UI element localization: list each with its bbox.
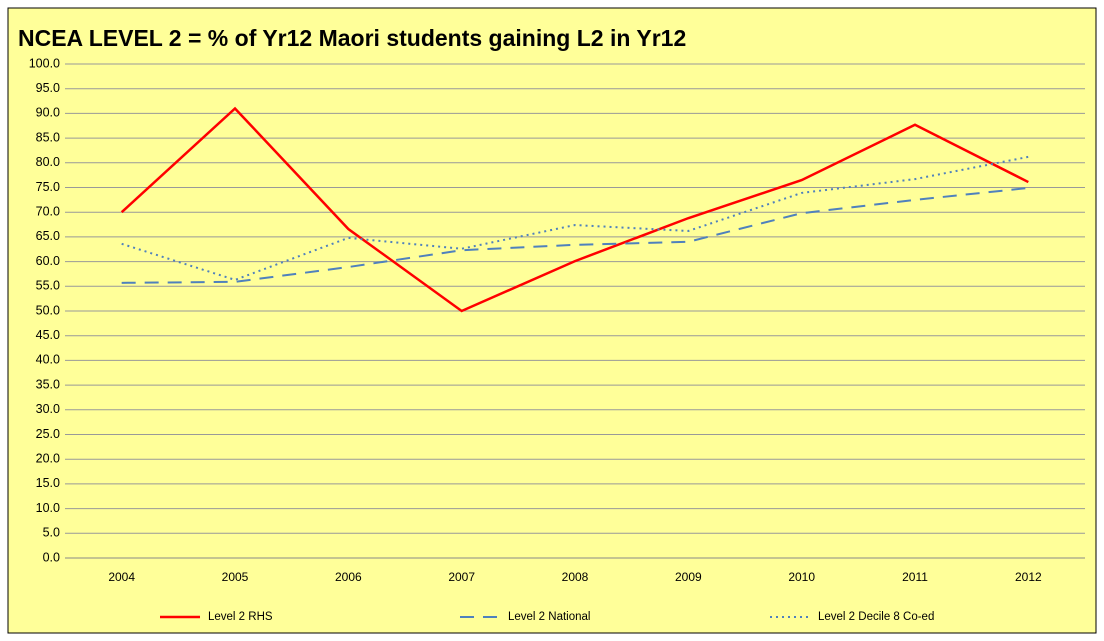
x-tick-label: 2010 [788,570,815,584]
y-tick-label: 65.0 [36,229,60,243]
series-line [121,155,1029,281]
x-tick-label: 2012 [1015,570,1042,584]
x-tick-label: 2011 [902,570,928,584]
y-tick-label: 30.0 [36,402,60,416]
y-tick-label: 60.0 [36,254,60,268]
y-tick-label: 75.0 [36,180,60,194]
x-tick-label: 2006 [335,570,362,584]
y-tick-label: 45.0 [36,328,60,342]
y-tick-label: 25.0 [36,427,60,441]
y-tick-label: 40.0 [36,353,60,367]
x-tick-label: 2007 [448,570,475,584]
y-tick-label: 70.0 [36,204,60,218]
legend-label: Level 2 National [508,611,590,623]
y-tick-label: 35.0 [36,377,60,391]
y-tick-label: 5.0 [43,526,60,540]
x-tick-label: 2008 [562,570,589,584]
series-line [120,106,1029,313]
y-tick-label: 15.0 [36,476,60,490]
legend-label: Level 2 Decile 8 Co-ed [818,611,934,623]
x-tick-label: 2005 [222,570,249,584]
y-tick-label: 0.0 [43,550,60,564]
series-line [121,186,1029,284]
x-tick-label: 2009 [675,570,702,584]
y-tick-label: 80.0 [36,155,60,169]
y-tick-label: 100.0 [29,56,60,70]
y-tick-label: 85.0 [36,130,60,144]
y-tick-label: 10.0 [36,501,60,515]
y-tick-label: 20.0 [36,451,60,465]
legend-label: Level 2 RHS [208,611,273,623]
y-tick-label: 95.0 [36,81,60,95]
x-tick-label: 2004 [108,570,135,584]
y-tick-label: 50.0 [36,303,60,317]
y-tick-label: 55.0 [36,279,60,293]
chart-background [7,7,1097,634]
chart-title: NCEA LEVEL 2 = % of Yr12 Maori students … [18,25,686,51]
y-tick-label: 90.0 [36,106,60,120]
